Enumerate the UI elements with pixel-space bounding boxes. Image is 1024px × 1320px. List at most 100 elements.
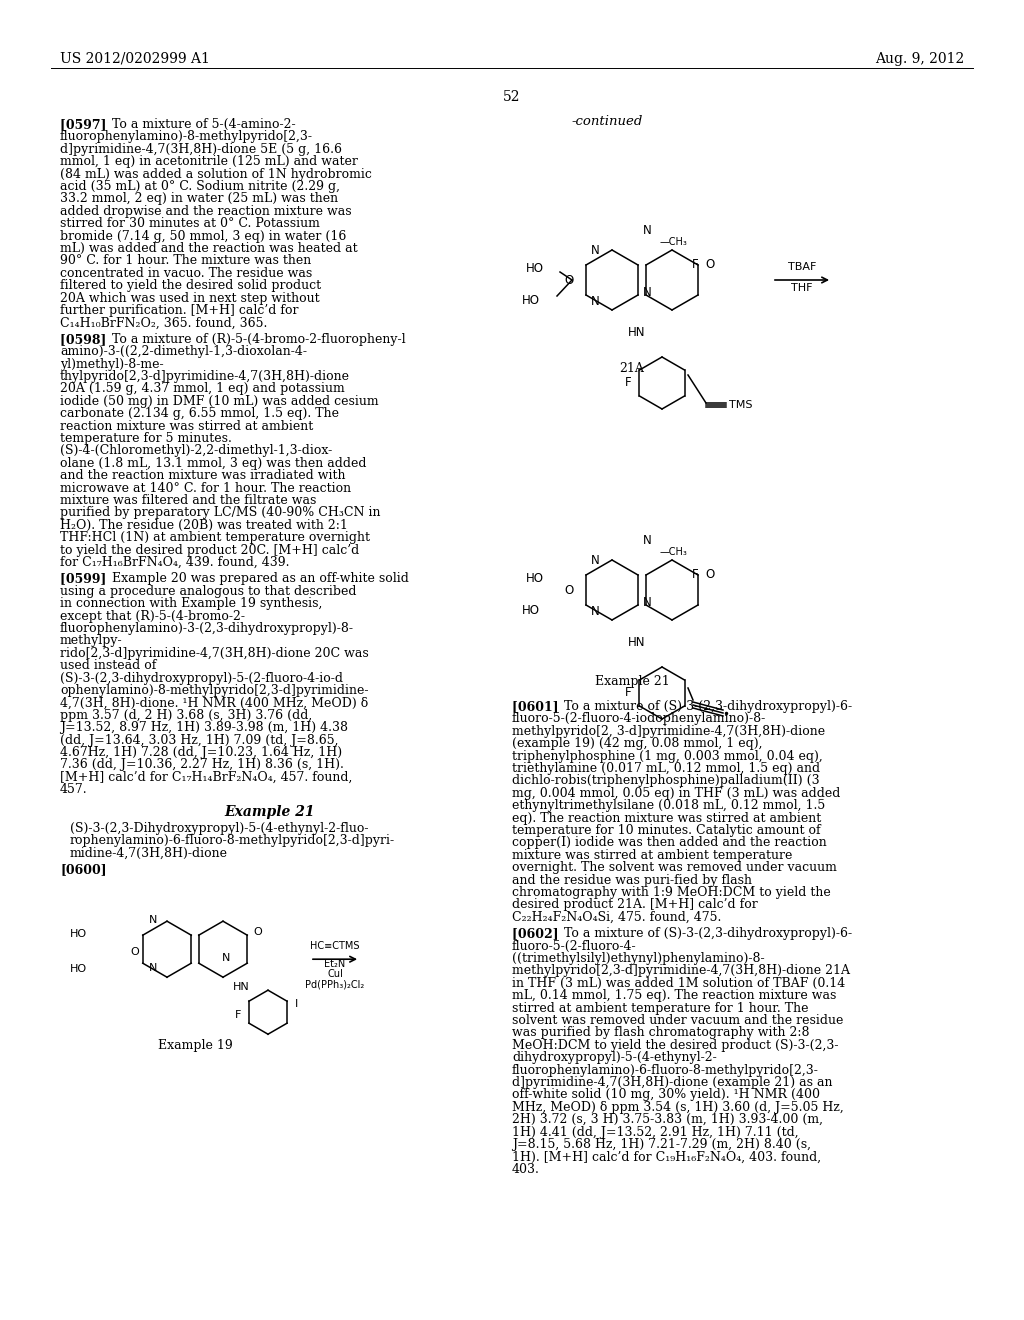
Text: 457.: 457. xyxy=(60,783,88,796)
Text: C₁₄H₁₀BrFN₂O₂, 365. found, 365.: C₁₄H₁₀BrFN₂O₂, 365. found, 365. xyxy=(60,317,267,330)
Text: in connection with Example 19 synthesis,: in connection with Example 19 synthesis, xyxy=(60,597,323,610)
Text: Aug. 9, 2012: Aug. 9, 2012 xyxy=(874,51,964,66)
Text: US 2012/0202999 A1: US 2012/0202999 A1 xyxy=(60,51,210,66)
Text: for C₁₇H₁₆BrFN₄O₄, 439. found, 439.: for C₁₇H₁₆BrFN₄O₄, 439. found, 439. xyxy=(60,556,290,569)
Text: to yield the desired product 20C. [M+H] calc’d: to yield the desired product 20C. [M+H] … xyxy=(60,544,359,557)
Text: To a mixture of (S)-3-(2,3-dihydroxypropyl)-6-: To a mixture of (S)-3-(2,3-dihydroxyprop… xyxy=(564,700,852,713)
Text: [M+H] calc’d for C₁₇H₁₄BrF₂N₄O₄, 457. found,: [M+H] calc’d for C₁₇H₁₄BrF₂N₄O₄, 457. fo… xyxy=(60,771,352,784)
Text: TBAF: TBAF xyxy=(787,261,816,272)
Text: HO: HO xyxy=(70,929,87,940)
Text: O: O xyxy=(130,948,139,957)
Text: O: O xyxy=(565,583,574,597)
Text: [0599]: [0599] xyxy=(60,573,115,585)
Text: (example 19) (42 mg, 0.08 mmol, 1 eq),: (example 19) (42 mg, 0.08 mmol, 1 eq), xyxy=(512,737,763,750)
Text: dichlo-robis(triphenylphosphine)palladium(II) (3: dichlo-robis(triphenylphosphine)palladiu… xyxy=(512,775,819,788)
Text: (S)-4-(Chloromethyl)-2,2-dimethyl-1,3-diox-: (S)-4-(Chloromethyl)-2,2-dimethyl-1,3-di… xyxy=(60,445,332,458)
Text: mL) was added and the reaction was heated at: mL) was added and the reaction was heate… xyxy=(60,242,357,255)
Text: fluorophenylamino)-3-(2,3-dihydroxypropyl)-8-: fluorophenylamino)-3-(2,3-dihydroxypropy… xyxy=(60,622,354,635)
Text: HN: HN xyxy=(629,636,646,649)
Text: H₂O). The residue (20B) was treated with 2:1: H₂O). The residue (20B) was treated with… xyxy=(60,519,348,532)
Text: (84 mL) was added a solution of 1N hydrobromic: (84 mL) was added a solution of 1N hydro… xyxy=(60,168,372,181)
Text: triphenylphosphine (1 mg, 0.003 mmol, 0.04 eq),: triphenylphosphine (1 mg, 0.003 mmol, 0.… xyxy=(512,750,822,763)
Text: and the residue was puri-fied by flash: and the residue was puri-fied by flash xyxy=(512,874,752,887)
Text: O: O xyxy=(254,927,262,937)
Text: To a mixture of 5-(4-amino-2-: To a mixture of 5-(4-amino-2- xyxy=(112,117,296,131)
Text: triethylamine (0.017 mL, 0.12 mmol, 1.5 eq) and: triethylamine (0.017 mL, 0.12 mmol, 1.5 … xyxy=(512,762,820,775)
Text: (S)-3-(2,3-Dihydroxypropyl)-5-(4-ethynyl-2-fluo-: (S)-3-(2,3-Dihydroxypropyl)-5-(4-ethynyl… xyxy=(70,821,369,834)
Text: Example 21: Example 21 xyxy=(595,675,670,688)
Text: HO: HO xyxy=(70,964,87,974)
Text: N: N xyxy=(148,964,158,973)
Text: 4,7(3H, 8H)-dione. ¹H NMR (400 MHz, MeOD) δ: 4,7(3H, 8H)-dione. ¹H NMR (400 MHz, MeOD… xyxy=(60,697,369,709)
Text: 1H). [M+H] calc’d for C₁₉H₁₆F₂N₄O₄, 403. found,: 1H). [M+H] calc’d for C₁₉H₁₆F₂N₄O₄, 403.… xyxy=(512,1151,821,1163)
Text: THF: THF xyxy=(792,282,813,293)
Text: O: O xyxy=(705,259,715,272)
Text: [0598]: [0598] xyxy=(60,333,115,346)
Text: dihydroxypropyl)-5-(4-ethynyl-2-: dihydroxypropyl)-5-(4-ethynyl-2- xyxy=(512,1051,717,1064)
Text: O: O xyxy=(705,569,715,582)
Text: mmol, 1 eq) in acetonitrile (125 mL) and water: mmol, 1 eq) in acetonitrile (125 mL) and… xyxy=(60,156,357,168)
Text: copper(I) iodide was then added and the reaction: copper(I) iodide was then added and the … xyxy=(512,837,826,849)
Text: temperature for 5 minutes.: temperature for 5 minutes. xyxy=(60,432,231,445)
Text: F: F xyxy=(692,569,698,582)
Text: F: F xyxy=(692,259,698,272)
Text: (dd, J=13.64, 3.03 Hz, 1H) 7.09 (td, J=8.65,: (dd, J=13.64, 3.03 Hz, 1H) 7.09 (td, J=8… xyxy=(60,734,339,747)
Text: stirred for 30 minutes at 0° C. Potassium: stirred for 30 minutes at 0° C. Potassiu… xyxy=(60,218,319,230)
Text: methylpyrido[2,3-d]pyrimidine-4,7(3H,8H)-dione 21A: methylpyrido[2,3-d]pyrimidine-4,7(3H,8H)… xyxy=(512,965,850,977)
Text: N: N xyxy=(591,243,599,256)
Text: 20A (1.59 g, 4.37 mmol, 1 eq) and potassium: 20A (1.59 g, 4.37 mmol, 1 eq) and potass… xyxy=(60,383,345,396)
Text: midine-4,7(3H,8H)-dione: midine-4,7(3H,8H)-dione xyxy=(70,846,228,859)
Text: mixture was filtered and the filtrate was: mixture was filtered and the filtrate wa… xyxy=(60,494,316,507)
Text: HN: HN xyxy=(233,982,250,993)
Text: purified by preparatory LC/MS (40-90% CH₃CN in: purified by preparatory LC/MS (40-90% CH… xyxy=(60,507,381,519)
Text: methylpy-: methylpy- xyxy=(60,635,123,647)
Text: chromatography with 1:9 MeOH:DCM to yield the: chromatography with 1:9 MeOH:DCM to yiel… xyxy=(512,886,830,899)
Text: microwave at 140° C. for 1 hour. The reaction: microwave at 140° C. for 1 hour. The rea… xyxy=(60,482,351,495)
Text: HO: HO xyxy=(526,261,544,275)
Text: MHz, MeOD) δ ppm 3.54 (s, 1H) 3.60 (d, J=5.05 Hz,: MHz, MeOD) δ ppm 3.54 (s, 1H) 3.60 (d, J… xyxy=(512,1101,844,1114)
Text: -continued: -continued xyxy=(572,115,643,128)
Text: MeOH:DCM to yield the desired product (S)-3-(2,3-: MeOH:DCM to yield the desired product (S… xyxy=(512,1039,839,1052)
Text: —CH₃: —CH₃ xyxy=(660,238,688,247)
Text: overnight. The solvent was removed under vacuum: overnight. The solvent was removed under… xyxy=(512,861,837,874)
Text: N: N xyxy=(221,953,230,964)
Text: [0601]: [0601] xyxy=(512,700,567,713)
Text: To a mixture of (R)-5-(4-bromo-2-fluoropheny-l: To a mixture of (R)-5-(4-bromo-2-fluorop… xyxy=(112,333,406,346)
Text: 2H) 3.72 (s, 3 H) 3.75-3.83 (m, 1H) 3.93-4.00 (m,: 2H) 3.72 (s, 3 H) 3.75-3.83 (m, 1H) 3.93… xyxy=(512,1113,823,1126)
Text: N: N xyxy=(148,915,158,925)
Text: [0597]: [0597] xyxy=(60,117,116,131)
Text: J=13.52, 8.97 Hz, 1H) 3.89-3.98 (m, 1H) 4.38: J=13.52, 8.97 Hz, 1H) 3.89-3.98 (m, 1H) … xyxy=(60,721,348,734)
Text: rophenylamino)-6-fluoro-8-methylpyrido[2,3-d]pyri-: rophenylamino)-6-fluoro-8-methylpyrido[2… xyxy=(70,834,395,847)
Text: ophenylamino)-8-methylpyrido[2,3-d]pyrimidine-: ophenylamino)-8-methylpyrido[2,3-d]pyrim… xyxy=(60,684,369,697)
Text: in THF (3 mL) was added 1M solution of TBAF (0.14: in THF (3 mL) was added 1M solution of T… xyxy=(512,977,845,990)
Text: J=8.15, 5.68 Hz, 1H) 7.21-7.29 (m, 2H) 8.40 (s,: J=8.15, 5.68 Hz, 1H) 7.21-7.29 (m, 2H) 8… xyxy=(512,1138,811,1151)
Text: Pd(PPh₃)₂Cl₂: Pd(PPh₃)₂Cl₂ xyxy=(305,979,365,989)
Text: ((trimethylsilyl)ethynyl)phenylamino)-8-: ((trimethylsilyl)ethynyl)phenylamino)-8- xyxy=(512,952,765,965)
Text: Example 19: Example 19 xyxy=(158,1039,232,1052)
Text: carbonate (2.134 g, 6.55 mmol, 1.5 eq). The: carbonate (2.134 g, 6.55 mmol, 1.5 eq). … xyxy=(60,407,339,420)
Text: (S)-3-(2,3-dihydroxypropyl)-5-(2-fluoro-4-io-d: (S)-3-(2,3-dihydroxypropyl)-5-(2-fluoro-… xyxy=(60,672,343,685)
Text: N: N xyxy=(643,595,651,609)
Text: desired product 21A. [M+H] calc’d for: desired product 21A. [M+H] calc’d for xyxy=(512,899,758,911)
Text: C₂₂H₂₄F₂N₄O₄Si, 475. found, 475.: C₂₂H₂₄F₂N₄O₄Si, 475. found, 475. xyxy=(512,911,721,924)
Text: mixture was stirred at ambient temperature: mixture was stirred at ambient temperatu… xyxy=(512,849,793,862)
Text: HC≡CTMS: HC≡CTMS xyxy=(310,941,359,952)
Text: d]pyrimidine-4,7(3H,8H)-dione (example 21) as an: d]pyrimidine-4,7(3H,8H)-dione (example 2… xyxy=(512,1076,833,1089)
Text: Example 20 was prepared as an off-white solid: Example 20 was prepared as an off-white … xyxy=(112,573,409,585)
Text: used instead of: used instead of xyxy=(60,659,157,672)
Text: [0600]: [0600] xyxy=(60,863,106,875)
Text: rido[2,3-d]pyrimidine-4,7(3H,8H)-dione 20C was: rido[2,3-d]pyrimidine-4,7(3H,8H)-dione 2… xyxy=(60,647,369,660)
Text: N: N xyxy=(643,533,651,546)
Text: To a mixture of (S)-3-(2,3-dihydroxypropyl)-6-: To a mixture of (S)-3-(2,3-dihydroxyprop… xyxy=(564,927,852,940)
Text: filtered to yield the desired solid product: filtered to yield the desired solid prod… xyxy=(60,280,322,292)
Text: [0602]: [0602] xyxy=(512,927,567,940)
Text: except that (R)-5-(4-bromo-2-: except that (R)-5-(4-bromo-2- xyxy=(60,610,245,623)
Text: O: O xyxy=(565,273,574,286)
Text: 20A which was used in next step without: 20A which was used in next step without xyxy=(60,292,319,305)
Text: mL, 0.14 mmol, 1.75 eq). The reaction mixture was: mL, 0.14 mmol, 1.75 eq). The reaction mi… xyxy=(512,989,837,1002)
Text: 7.36 (dd, J=10.36, 2.27 Hz, 1H) 8.36 (s, 1H).: 7.36 (dd, J=10.36, 2.27 Hz, 1H) 8.36 (s,… xyxy=(60,759,344,771)
Text: concentrated in vacuo. The residue was: concentrated in vacuo. The residue was xyxy=(60,267,312,280)
Text: was purified by flash chromatography with 2:8: was purified by flash chromatography wit… xyxy=(512,1027,810,1039)
Text: 4.67Hz, 1H) 7.28 (dd, J=10.23, 1.64 Hz, 1H): 4.67Hz, 1H) 7.28 (dd, J=10.23, 1.64 Hz, … xyxy=(60,746,342,759)
Text: eq). The reaction mixture was stirred at ambient: eq). The reaction mixture was stirred at… xyxy=(512,812,821,825)
